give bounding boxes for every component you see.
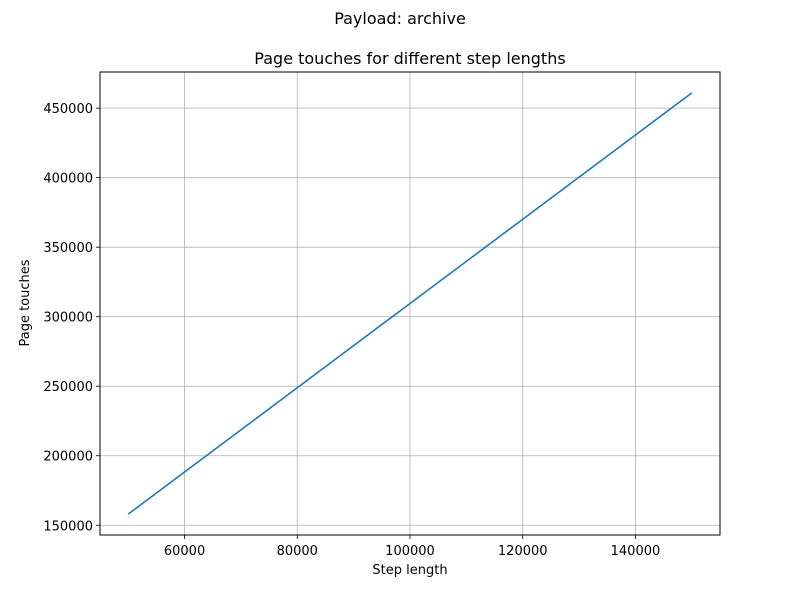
series-line bbox=[127, 92, 693, 515]
y-tick-label: 350000 bbox=[43, 241, 93, 256]
y-ticks: 150000 200000 250000 300000 350000 400000 4500… bbox=[43, 102, 100, 534]
x-tick-label: 120000 bbox=[498, 544, 548, 559]
y-tick-label: 300000 bbox=[43, 311, 93, 326]
grid bbox=[100, 72, 720, 535]
y-tick-label: 200000 bbox=[43, 450, 93, 465]
x-tick-label: 80000 bbox=[277, 544, 318, 559]
x-ticks: 60000 80000 100000 120000 140000 bbox=[164, 535, 660, 559]
x-tick-label: 140000 bbox=[611, 544, 661, 559]
figure-suptitle: Payload: archive bbox=[334, 9, 466, 28]
y-tick-label: 450000 bbox=[43, 102, 93, 117]
x-tick-label: 100000 bbox=[385, 544, 435, 559]
y-tick-label: 150000 bbox=[43, 519, 93, 534]
chart-title: Page touches for different step lengths bbox=[254, 49, 565, 68]
y-axis-label: Page touches bbox=[18, 259, 33, 346]
series-layer bbox=[127, 92, 693, 515]
x-tick-label: 60000 bbox=[164, 544, 205, 559]
x-axis-label: Step length bbox=[372, 563, 447, 578]
y-tick-label: 250000 bbox=[43, 380, 93, 395]
y-tick-label: 400000 bbox=[43, 172, 93, 187]
